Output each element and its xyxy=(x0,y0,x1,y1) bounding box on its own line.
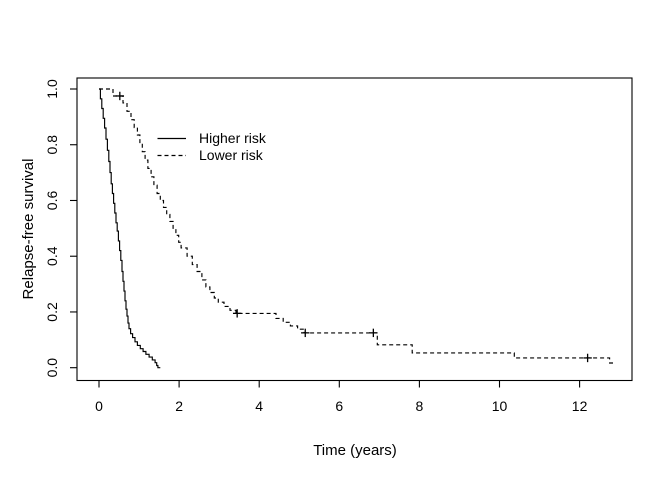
legend-label-lower-risk: Lower risk xyxy=(199,147,264,163)
x-tick-label: 0 xyxy=(95,398,103,414)
y-tick-label: 0.8 xyxy=(44,135,60,155)
plot-box xyxy=(76,77,633,382)
censor-plus-mark xyxy=(301,328,310,338)
curve-higher-risk xyxy=(99,88,161,369)
x-axis: 0 2 4 6 8 10 12 xyxy=(95,380,588,414)
legend: Higher risk Lower risk xyxy=(157,130,267,163)
x-axis-title: Time (years) xyxy=(313,442,397,459)
censor-plus-mark xyxy=(115,91,125,101)
x-tick-label: 12 xyxy=(572,398,588,414)
y-tick-label: 0.2 xyxy=(44,302,60,322)
survival-curves xyxy=(99,88,616,369)
y-tick-label: 1.0 xyxy=(44,79,60,99)
y-tick-label: 0.6 xyxy=(44,191,60,211)
legend-label-higher-risk: Higher risk xyxy=(199,130,267,146)
y-tick-label: 0.0 xyxy=(44,358,60,378)
x-tick-label: 2 xyxy=(175,398,183,414)
censor-plus-mark xyxy=(583,353,592,363)
censor-plus-mark xyxy=(369,328,378,338)
y-axis-title: Relapse-free survival xyxy=(20,159,37,300)
x-tick-label: 4 xyxy=(255,398,263,414)
y-axis: 0.0 0.2 0.4 0.6 0.8 1.0 xyxy=(44,79,77,377)
x-tick-label: 8 xyxy=(416,398,424,414)
x-tick-label: 6 xyxy=(335,398,343,414)
y-tick-label: 0.4 xyxy=(44,246,60,266)
x-tick-label: 10 xyxy=(492,398,508,414)
censor-marks xyxy=(115,91,592,363)
censor-plus-mark xyxy=(232,309,242,318)
curve-lower-risk xyxy=(99,88,616,364)
